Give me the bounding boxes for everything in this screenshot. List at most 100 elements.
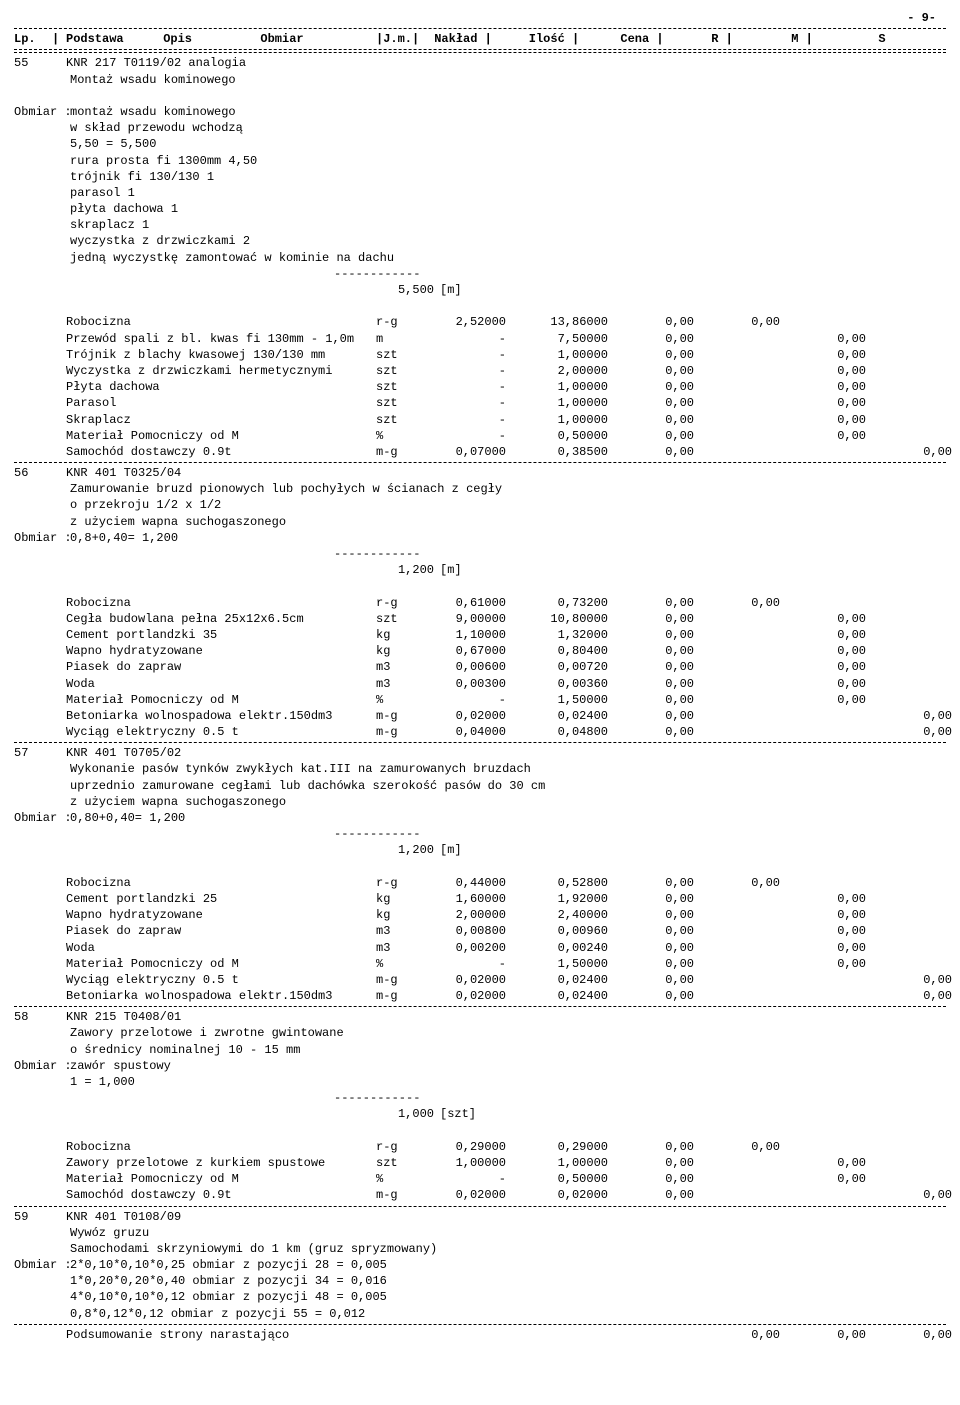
res-name: Samochód dostawczy 0.9t: [66, 1187, 376, 1203]
res-r: [700, 395, 786, 411]
res-name: Cement portlandzki 35: [66, 627, 376, 643]
res-r: [700, 891, 786, 907]
res-s: [872, 643, 958, 659]
res-r: 0,00: [700, 875, 786, 891]
res-cena: 0,00: [614, 611, 700, 627]
item-title: o średnicy nominalnej 10 - 15 mm: [14, 1042, 946, 1058]
resource-row: Materiał Pomocniczy od M%-0,500000,000,0…: [14, 1171, 946, 1187]
res-s: [872, 412, 958, 428]
res-m: 0,00: [786, 1171, 872, 1187]
res-m: 0,00: [786, 347, 872, 363]
res-m: [786, 444, 872, 460]
res-cena: 0,00: [614, 595, 700, 611]
res-jm: m3: [376, 923, 420, 939]
res-jm: m: [376, 331, 420, 347]
res-name: Piasek do zapraw: [66, 923, 376, 939]
res-r: [700, 627, 786, 643]
res-jm: kg: [376, 891, 420, 907]
res-s: [872, 956, 958, 972]
res-cena: 0,00: [614, 379, 700, 395]
res-m: [786, 875, 872, 891]
item-title: z użyciem wapna suchogaszonego: [14, 514, 946, 530]
res-s: [872, 907, 958, 923]
resource-row: Robociznar-g2,5200013,860000,000,00: [14, 314, 946, 330]
divider: [14, 1324, 946, 1325]
res-r: [700, 444, 786, 460]
res-name: Cement portlandzki 25: [66, 891, 376, 907]
res-il: 0,00720: [512, 659, 614, 675]
obmiar-line: Obmiar :montaż wsadu kominowego: [14, 104, 946, 120]
res-nak: -: [420, 412, 512, 428]
res-r: [700, 1187, 786, 1203]
res-nak: 0,02000: [420, 1187, 512, 1203]
res-name: Trójnik z blachy kwasowej 130/130 mm: [66, 347, 376, 363]
item-title: Montaż wsadu kominowego: [14, 72, 946, 88]
res-s: [872, 1171, 958, 1187]
res-name: Zawory przelotowe z kurkiem spustowe: [66, 1155, 376, 1171]
item-code: KNR 401 T0108/09: [66, 1209, 376, 1225]
divider: [14, 49, 946, 50]
obmiar-line: 4*0,10*0,10*0,12 obmiar z pozycji 48 = 0…: [14, 1289, 946, 1305]
res-s: [872, 891, 958, 907]
res-r: [700, 676, 786, 692]
resource-row: Materiał Pomocniczy od M%-0,500000,000,0…: [14, 428, 946, 444]
res-s: [872, 347, 958, 363]
res-jm: r-g: [376, 875, 420, 891]
res-name: Robocizna: [66, 595, 376, 611]
obmiar-line: w skład przewodu wchodzą: [14, 120, 946, 136]
resource-row: Trójnik z blachy kwasowej 130/130 mmszt-…: [14, 347, 946, 363]
item-code: KNR 401 T0325/04: [66, 465, 376, 481]
obmiar-line: trójnik fi 130/130 1: [14, 169, 946, 185]
res-il: 1,92000: [512, 891, 614, 907]
obmiar-line: Obmiar :zawór spustowy: [14, 1058, 946, 1074]
obmiar-line: jedną wyczystkę zamontować w kominie na …: [14, 250, 946, 266]
res-s: 0,00: [872, 1187, 958, 1203]
res-r: [700, 347, 786, 363]
res-cena: 0,00: [614, 412, 700, 428]
footer-row: Podsumowanie strony narastająco 0,00 0,0…: [14, 1327, 946, 1343]
obmiar-line: rura prosta fi 1300mm 4,50: [14, 153, 946, 169]
res-nak: 1,60000: [420, 891, 512, 907]
res-nak: 0,00200: [420, 940, 512, 956]
res-cena: 0,00: [614, 891, 700, 907]
obmiar-line: płyta dachowa 1: [14, 201, 946, 217]
res-r: 0,00: [700, 1139, 786, 1155]
res-s: [872, 627, 958, 643]
obmiar-line: Obmiar :0,80+0,40= 1,200: [14, 810, 946, 826]
obmiar-line: 0,8*0,12*0,12 obmiar z pozycji 55 = 0,01…: [14, 1306, 946, 1322]
resource-row: Materiał Pomocniczy od M%-1,500000,000,0…: [14, 692, 946, 708]
res-s: [872, 395, 958, 411]
res-cena: 0,00: [614, 331, 700, 347]
res-il: 1,32000: [512, 627, 614, 643]
res-cena: 0,00: [614, 659, 700, 675]
res-jm: m-g: [376, 444, 420, 460]
res-r: [700, 363, 786, 379]
res-nak: 9,00000: [420, 611, 512, 627]
res-jm: szt: [376, 395, 420, 411]
res-nak: 0,67000: [420, 643, 512, 659]
res-jm: r-g: [376, 1139, 420, 1155]
res-r: [700, 659, 786, 675]
res-nak: 1,00000: [420, 1155, 512, 1171]
res-s: 0,00: [872, 724, 958, 740]
res-name: Materiał Pomocniczy od M: [66, 692, 376, 708]
res-jm: szt: [376, 611, 420, 627]
obmiar-line: 5,50 = 5,500: [14, 136, 946, 152]
resource-row: Piasek do zaprawm30,006000,007200,000,00: [14, 659, 946, 675]
res-il: 1,00000: [512, 347, 614, 363]
res-name: Wyczystka z drzwiczkami hermetycznymi: [66, 363, 376, 379]
res-m: 0,00: [786, 363, 872, 379]
res-jm: %: [376, 1171, 420, 1187]
res-s: [872, 923, 958, 939]
res-jm: r-g: [376, 595, 420, 611]
res-r: 0,00: [700, 314, 786, 330]
res-cena: 0,00: [614, 444, 700, 460]
page-number: - 9-: [14, 10, 946, 26]
res-jm: m3: [376, 676, 420, 692]
res-r: [700, 1155, 786, 1171]
res-name: Płyta dachowa: [66, 379, 376, 395]
res-s: [872, 676, 958, 692]
item-title: Samochodami skrzyniowymi do 1 km (gruz s…: [14, 1241, 946, 1257]
resource-row: Wapno hydratyzowanekg2,000002,400000,000…: [14, 907, 946, 923]
res-nak: 0,02000: [420, 972, 512, 988]
